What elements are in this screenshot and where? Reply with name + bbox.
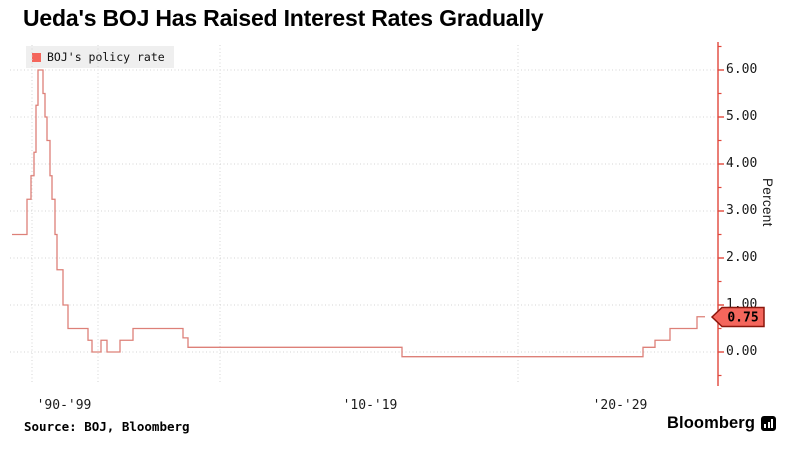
callout-value: 0.75 [727, 311, 758, 326]
y-tick-label: 5.00 [726, 109, 758, 124]
brand-logo: Bloomberg [667, 414, 776, 433]
y-tick-label: 2.00 [726, 250, 758, 265]
brand-wordmark: Bloomberg [667, 414, 755, 432]
y-tick-label: 6.00 [726, 62, 758, 77]
y-tick-label: 0.00 [726, 344, 758, 359]
bloomberg-terminal-icon [761, 416, 776, 431]
legend[interactable]: BOJ's policy rate [26, 46, 174, 68]
x-tick-label-20s: '20-'29 [592, 398, 648, 413]
y-tick-label: 3.00 [726, 203, 758, 218]
y-tick-label: 4.00 [726, 156, 758, 171]
source-note: Source: BOJ, Bloomberg [24, 419, 190, 434]
legend-swatch-icon [32, 52, 41, 62]
legend-label: BOJ's policy rate [47, 50, 165, 64]
x-tick-label-90s: '90-'99 [36, 398, 92, 413]
current-value-callout: 0.75 [710, 306, 765, 328]
x-tick-label-10s: '10-'19 [342, 398, 398, 413]
chart-title: Ueda's BOJ Has Raised Interest Rates Gra… [23, 5, 544, 31]
callout-tag-shape [710, 306, 765, 328]
y-axis-title: Percent [760, 178, 775, 227]
policy-rate-line [12, 69, 705, 358]
